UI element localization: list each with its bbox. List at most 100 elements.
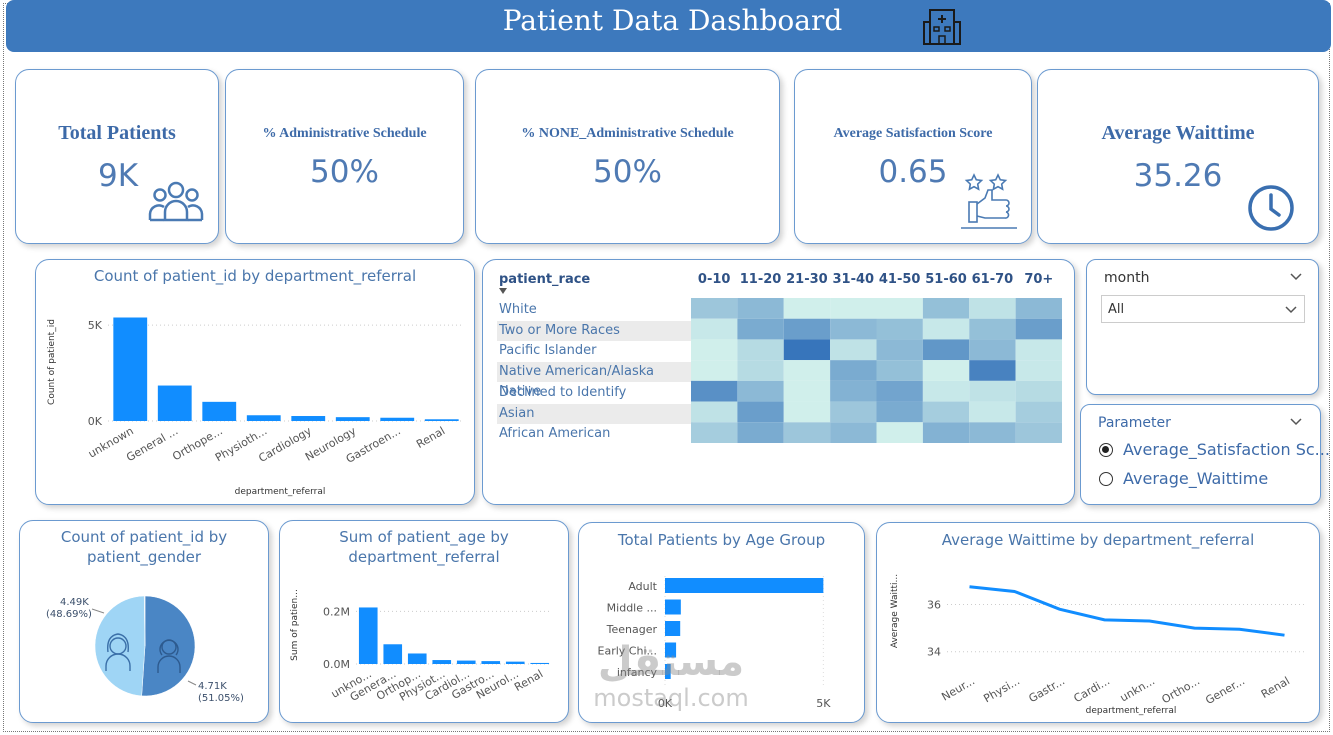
radio-unselected[interactable] [1099, 472, 1113, 486]
matrix-column-header[interactable]: 70+ [1024, 272, 1054, 287]
y-tick-label: infancy [617, 666, 658, 679]
series-line [969, 585, 1285, 637]
matrix-column-header[interactable]: 51-60 [925, 272, 967, 287]
matrix-column-header[interactable]: 0-10 [697, 272, 731, 287]
kpi-total-patients: Total Patients 9K [15, 69, 219, 244]
heatmap-cell [969, 339, 1016, 361]
heatmap-cell [876, 401, 923, 423]
waittime-line-card: Average Waittime by department_referral … [876, 522, 1320, 723]
bar [505, 661, 525, 664]
kpi-waittime-value: 35.26 [1133, 158, 1223, 194]
heatmap-cell [922, 401, 970, 423]
chevron-down-icon[interactable] [1289, 272, 1303, 282]
matrix-column-header[interactable]: 11-20 [739, 272, 782, 287]
leader-line [91, 608, 105, 614]
heatmap-cell [969, 401, 1016, 423]
heatmap-cell [969, 422, 1016, 443]
female-icon [105, 633, 131, 671]
matrix-column-header[interactable]: 41-50 [878, 272, 921, 287]
x-tick-label: Gastr... [1026, 674, 1067, 705]
bar [113, 317, 148, 421]
age-sum-chart-title: Sum of patient_age by department_referra… [339, 528, 509, 566]
chevron-down-icon [1285, 306, 1297, 314]
gender-pie-card: Count of patient_id by patient_gender 4.… [19, 520, 269, 723]
heatmap-cell [922, 360, 970, 381]
heatmap-cell [876, 360, 923, 381]
pie-label-pct: (48.69%) [46, 609, 92, 620]
age-sum-chart-card: Sum of patient_age by department_referra… [279, 520, 569, 723]
heatmap-cell [830, 422, 877, 443]
heatmap-cell [876, 380, 923, 402]
bar [202, 401, 237, 421]
matrix-column-header[interactable]: 21-30 [786, 272, 828, 287]
heatmap-cell [737, 339, 784, 361]
x-tick-label: Renal [1259, 674, 1292, 701]
month-dropdown[interactable]: All [1101, 295, 1305, 323]
kpi-admin-label: % Administrative Schedule [262, 126, 427, 141]
matrix-row-label[interactable]: Native American/Alaska Native [497, 362, 693, 399]
bar [358, 607, 378, 664]
heatmap-cell [922, 422, 970, 443]
kpi-admin-schedule: % Administrative Schedule 50% [225, 69, 464, 244]
matrix-row-label[interactable]: White [499, 302, 537, 317]
kpi-waittime: Average Waittime 35.26 [1037, 69, 1319, 244]
heatmap-cell [783, 339, 831, 361]
y-tick-label: 0.2M [323, 605, 350, 618]
pie-label-value: 4.71K [198, 681, 227, 692]
heatmap-cell [783, 422, 831, 443]
y-axis-title: Average Waitti... [890, 574, 900, 648]
bar [665, 642, 677, 658]
dept-count-chart-title: Count of patient_id by department_referr… [93, 267, 417, 285]
heatmap-cell [969, 360, 1016, 381]
clock-icon [1248, 185, 1294, 231]
y-tick-label: Teenager [606, 623, 658, 636]
heatmap-cell [737, 318, 784, 340]
leader-line [187, 680, 197, 686]
y-tick-label: 36 [927, 598, 941, 611]
x-axis-title: department_referral [1086, 706, 1177, 716]
x-tick-label: Cardi... [1071, 674, 1112, 705]
x-tick-label: Gener... [1203, 674, 1247, 707]
matrix-row-label[interactable]: Declined to Identify [499, 384, 627, 400]
matrix-column-header[interactable]: 31-40 [832, 272, 875, 287]
heatmap-cell [737, 298, 784, 319]
bar [665, 664, 671, 679]
x-tick-label: Neur... [939, 674, 977, 703]
bar [665, 599, 681, 615]
matrix-row-label[interactable]: Pacific Islander [499, 343, 597, 359]
heatmap-cell [830, 318, 877, 340]
heatmap-cell [737, 360, 784, 381]
heatmap-cell [1015, 339, 1062, 361]
matrix-row-label[interactable]: Two or More Races [497, 320, 693, 341]
heatmap-cell [922, 339, 970, 361]
bar [335, 417, 370, 421]
kpi-none-admin-schedule: % NONE_Administrative Schedule 50% [475, 69, 780, 244]
heatmap-cell [691, 401, 738, 423]
heatmap-cell [783, 298, 831, 319]
x-axis-title: department_referral [235, 487, 326, 497]
x-tick-label: Ortho... [1160, 674, 1202, 706]
matrix-row-label[interactable]: African American [499, 426, 611, 442]
bar [424, 419, 459, 421]
heatmap-cell [1015, 318, 1062, 340]
heatmap-cell [783, 318, 831, 340]
matrix-row-label[interactable]: Asian [497, 403, 693, 424]
heatmap-cell [876, 339, 923, 361]
y-tick-label: Middle ... [607, 602, 657, 615]
chevron-down-icon[interactable] [1289, 417, 1303, 427]
heatmap-cell [737, 380, 784, 402]
watermark: مستقل mostaql.com [586, 640, 756, 712]
bar [481, 661, 501, 664]
x-tick-label: 5K [816, 697, 831, 710]
pie-label-pct: (51.05%) [198, 693, 244, 704]
matrix-row-header[interactable]: patient_race [499, 272, 590, 294]
bar [407, 653, 427, 664]
heatmap-cell [1015, 298, 1062, 319]
radio-selected[interactable] [1099, 443, 1113, 457]
heatmap-cell [922, 318, 970, 340]
heatmap-cell [691, 360, 738, 381]
parameter-label: Parameter [1098, 415, 1171, 431]
kpi-satisfaction-label: Average Satisfaction Score [833, 126, 993, 141]
matrix-column-header[interactable]: 61-70 [971, 272, 1014, 287]
